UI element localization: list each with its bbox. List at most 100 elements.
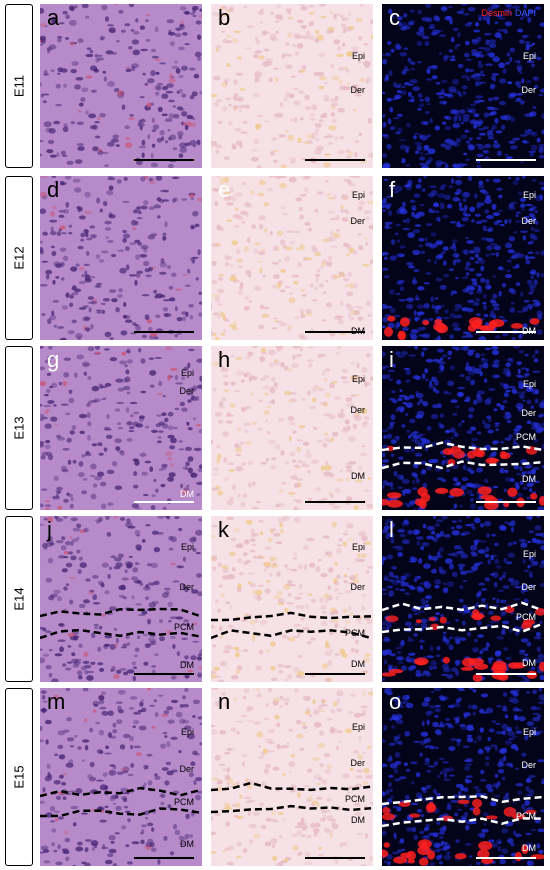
panel-a: a <box>40 4 202 168</box>
panel-f: f Epi Der DM <box>382 176 544 340</box>
panel-n: n Epi Der PCM DM <box>211 688 373 866</box>
panel-letter: m <box>47 689 66 714</box>
tag-pcm: PCM <box>174 622 194 632</box>
panel-letter: h <box>218 347 231 372</box>
panel-k: k Epi Der PCM DM <box>211 516 373 682</box>
scale-bar <box>476 673 536 675</box>
panel-letter: d <box>47 177 60 202</box>
scale-bar <box>134 857 194 859</box>
stage-label: E15 <box>11 765 27 789</box>
tag-dm: DM <box>180 489 194 499</box>
panel-e: e Epi Der DM <box>211 176 373 340</box>
tag-pcm: PCM <box>174 797 194 807</box>
tag-dm: DM <box>522 843 536 853</box>
panel-letter: g <box>47 347 60 372</box>
panel-m: m Epi Der PCM DM <box>40 688 202 866</box>
scale-bar <box>305 501 365 503</box>
tissue-image <box>40 4 202 168</box>
layer-boundary <box>40 607 201 618</box>
tissue-image <box>40 688 202 866</box>
tag-der: Der <box>179 764 194 774</box>
scale-bar <box>476 501 536 503</box>
tag-der: Der <box>350 405 365 415</box>
tag-der: Der <box>521 85 536 95</box>
panel-letter: i <box>389 347 394 372</box>
tag-epi: Epi <box>351 190 365 200</box>
tag-der: Der <box>350 85 365 95</box>
stage-label-box: E13 <box>5 346 33 510</box>
panel-h: h Epi Der DM <box>211 346 373 510</box>
layer-boundary <box>40 628 201 640</box>
panel-i: i Epi Der PCM DM <box>382 346 544 510</box>
panel-letter: k <box>218 517 229 542</box>
stage-label: E14 <box>11 587 27 611</box>
tissue-image <box>40 346 202 510</box>
scale-bar <box>134 673 194 675</box>
tag-epi: Epi <box>351 722 365 732</box>
scale-bar <box>476 857 536 859</box>
panel-c: c Desmin DAPI Epi Der <box>382 4 544 168</box>
tag-dm: DM <box>351 815 365 825</box>
tag-epi: Epi <box>180 727 194 737</box>
row-e12: E12 d e Epi Der DM f Epi Der DM <box>0 172 550 344</box>
layer-boundary <box>382 601 543 612</box>
tissue-image <box>382 346 544 510</box>
layer-boundary <box>382 817 543 828</box>
tissue-image <box>40 176 202 340</box>
layer-boundary <box>40 786 201 798</box>
stage-label: E12 <box>11 246 27 270</box>
panel-letter: n <box>218 689 231 714</box>
legend-desmin: Desmin <box>481 8 512 18</box>
legend-dapi: DAPI <box>514 8 536 18</box>
stage-label-box: E12 <box>5 176 33 340</box>
tissue-image <box>40 516 202 682</box>
tissue-image <box>382 176 544 340</box>
tag-dm: DM <box>351 471 365 481</box>
scale-bar <box>476 331 536 333</box>
tag-pcm: PCM <box>345 794 365 804</box>
scale-bar <box>134 331 194 333</box>
tag-der: Der <box>521 408 536 418</box>
panel-b: b Epi Der <box>211 4 373 168</box>
scale-bar <box>134 159 194 161</box>
panel-l: l Epi Der PCM DM <box>382 516 544 682</box>
stage-label-box: E15 <box>5 688 33 866</box>
tag-dm: DM <box>522 658 536 668</box>
tag-epi: Epi <box>180 542 194 552</box>
tag-der: Der <box>521 760 536 770</box>
tissue-image <box>382 516 544 682</box>
tag-der: Der <box>179 386 194 396</box>
scale-bar <box>476 159 536 161</box>
panel-letter: b <box>218 5 231 30</box>
panel-d: d <box>40 176 202 340</box>
layer-boundary <box>40 807 201 818</box>
tag-epi: Epi <box>180 368 194 378</box>
tag-epi: Epi <box>522 549 536 559</box>
panel-letter: l <box>389 517 394 542</box>
tag-pcm: PCM <box>516 432 536 442</box>
tissue-image <box>382 688 544 866</box>
tag-der: Der <box>521 216 536 226</box>
panel-letter: j <box>47 517 52 542</box>
tag-epi: Epi <box>522 51 536 61</box>
tissue-image <box>382 4 544 168</box>
tag-epi: Epi <box>522 190 536 200</box>
layer-boundary <box>382 622 543 634</box>
tissue-image <box>211 346 373 510</box>
tag-epi: Epi <box>522 379 536 389</box>
panel-letter: e <box>218 177 231 202</box>
tag-pcm: PCM <box>345 628 365 638</box>
stage-label: E13 <box>11 416 27 440</box>
tag-der: Der <box>350 216 365 226</box>
panel-j: j Epi Der PCM DM <box>40 516 202 682</box>
tissue-image <box>211 4 373 168</box>
layer-boundary <box>382 795 543 806</box>
panel-letter: f <box>389 177 396 202</box>
panel-g: g Epi Der DM <box>40 346 202 510</box>
scale-bar <box>305 331 365 333</box>
tag-der: Der <box>350 582 365 592</box>
tag-epi: Epi <box>522 727 536 737</box>
tissue-image <box>211 176 373 340</box>
layer-boundary <box>211 629 372 640</box>
scale-bar <box>305 857 365 859</box>
